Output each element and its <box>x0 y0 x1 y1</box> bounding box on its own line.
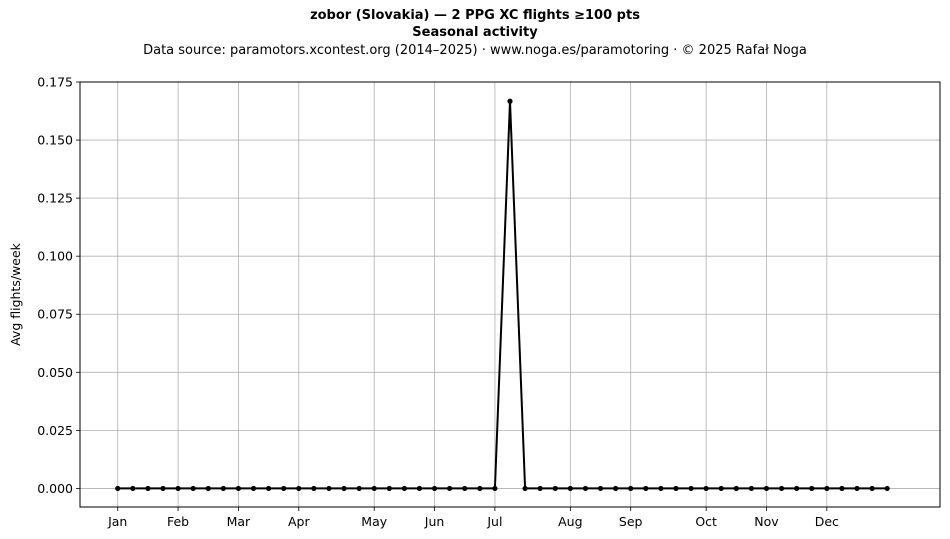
x-tick-label: Mar <box>227 514 251 529</box>
data-point <box>326 485 332 492</box>
data-point <box>371 485 377 492</box>
data-point <box>794 485 800 492</box>
data-point <box>688 485 694 492</box>
data-point <box>265 485 272 492</box>
data-point <box>733 485 739 492</box>
data-point <box>311 485 317 492</box>
y-tick-label: 0.075 <box>37 307 73 322</box>
y-tick-label: 0.175 <box>37 75 73 90</box>
data-point <box>205 485 211 492</box>
data-point <box>613 485 619 492</box>
data-point <box>748 485 755 492</box>
chart-subtitle: Seasonal activity <box>412 25 538 40</box>
plot-frame <box>79 81 941 508</box>
data-point <box>778 485 785 492</box>
y-tick-label: 0.025 <box>37 423 73 438</box>
data-point <box>537 485 543 492</box>
x-tick-label: May <box>361 514 387 529</box>
data-point <box>884 485 890 492</box>
data-point <box>703 485 709 492</box>
data-point <box>431 485 438 492</box>
data-point <box>552 485 558 492</box>
x-tick-label: Sep <box>619 514 643 529</box>
data-point <box>447 485 453 492</box>
data-point <box>824 485 830 492</box>
data-point <box>854 485 860 492</box>
data-point <box>341 485 347 492</box>
x-tick-label: Aug <box>558 514 582 529</box>
data-point <box>296 485 302 492</box>
data-point <box>628 485 634 492</box>
data-point <box>462 485 468 492</box>
x-tick-label: Dec <box>815 514 839 529</box>
data-point <box>718 485 724 492</box>
data-point <box>416 485 423 492</box>
data-point <box>658 485 664 492</box>
grid <box>80 81 940 507</box>
x-tick-label: Oct <box>695 514 717 529</box>
x-tick-label: Nov <box>754 514 779 529</box>
data-point <box>130 485 136 492</box>
y-tick-label: 0.000 <box>37 481 73 496</box>
data-point <box>401 485 407 492</box>
data-point <box>809 485 815 492</box>
x-tick-label: Jan <box>107 514 127 529</box>
data-points <box>115 98 890 492</box>
data-point <box>115 485 121 492</box>
series-line <box>117 101 888 490</box>
data-point <box>567 485 573 492</box>
y-tick-label: 0.050 <box>37 365 73 380</box>
y-axis-label: Avg flights/week <box>8 242 23 346</box>
y-tick-label: 0.100 <box>37 249 73 264</box>
y-tick-label: 0.125 <box>37 191 73 206</box>
data-point <box>250 485 257 492</box>
data-point <box>220 485 226 492</box>
x-tick-label: Jun <box>424 514 445 529</box>
data-point <box>643 485 649 492</box>
y-tick-label: 0.150 <box>37 133 73 148</box>
y-axis: 0.000 0.025 0.050 0.075 0.100 0.125 0.150 0.175 <box>37 75 80 496</box>
data-point <box>597 485 604 492</box>
data-point <box>145 485 151 492</box>
x-tick-label: Jul <box>486 514 502 529</box>
data-point <box>839 485 845 492</box>
data-point <box>160 485 166 492</box>
data-point <box>869 485 875 492</box>
x-tick-label: Feb <box>167 514 189 529</box>
data-point <box>175 485 181 492</box>
data-point <box>763 485 770 492</box>
data-point <box>673 485 679 492</box>
data-point <box>492 485 498 492</box>
data-point <box>507 98 513 104</box>
data-source-note: Data source: paramotors.xcontest.org (20… <box>143 43 807 58</box>
data-point <box>582 485 589 492</box>
data-point <box>356 485 362 492</box>
data-point <box>386 485 392 492</box>
data-point <box>522 485 528 492</box>
x-axis: Jan Feb Mar Apr May Jun Jul Aug Sep Oct Nov Dec <box>107 507 839 529</box>
x-tick-label: Apr <box>288 514 310 529</box>
chart-title: zobor (Slovakia) — 2 PPG XC flights ≥100… <box>310 8 640 23</box>
data-point <box>235 485 242 492</box>
data-point <box>190 485 196 492</box>
data-point <box>477 485 483 492</box>
data-point <box>281 485 287 492</box>
